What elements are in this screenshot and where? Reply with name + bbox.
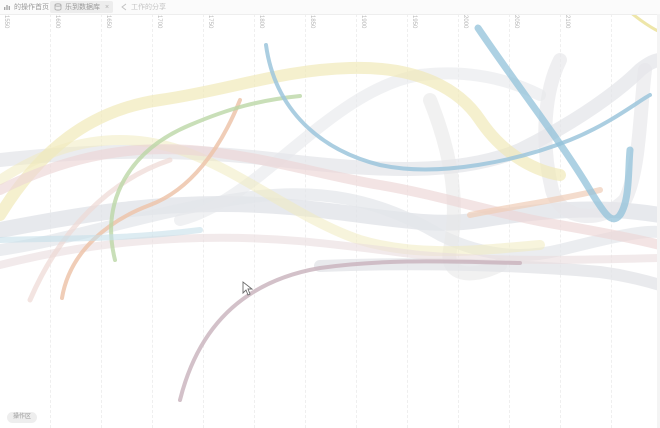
stream-orange[interactable] (60, 98, 242, 300)
ruler-tick: 1950 (411, 15, 417, 29)
gridline (254, 14, 255, 428)
ruler-tick: 1800 (258, 15, 264, 29)
ruler-tick: 1750 (207, 15, 213, 29)
top-tab-bar: 的操作首页 乐到数据库 × 工作的分享 (0, 0, 660, 15)
ruler-tick: 1600 (54, 15, 60, 29)
stream-grey[interactable] (538, 53, 652, 223)
tab-share-label: 工作的分享 (131, 4, 166, 11)
stream-blue[interactable] (474, 24, 634, 223)
gridline (305, 14, 306, 428)
tab-home-label: 的操作首页 (14, 4, 49, 11)
stream-yellow[interactable] (0, 61, 566, 221)
tab-share[interactable]: 工作的分享 (120, 1, 166, 13)
ruler-tick: 2100 (564, 15, 570, 29)
stream-pink[interactable] (0, 233, 660, 269)
year-ruler: 1550 1600 1650 1700 1750 1800 1850 1900 … (0, 15, 660, 45)
chart-icon (3, 3, 11, 11)
stream-mauve[interactable] (178, 259, 522, 402)
close-icon[interactable]: × (105, 3, 110, 11)
stream-pink[interactable] (27, 157, 173, 303)
stream-grey[interactable] (423, 93, 507, 281)
ruler-tick: 2000 (462, 15, 468, 29)
mouse-cursor-icon (242, 281, 254, 301)
ruler-tick: 1650 (105, 15, 111, 29)
ruler-tick: 2050 (513, 15, 519, 29)
ruler-tick: 1900 (360, 15, 366, 29)
ruler-tick: 1850 (309, 15, 315, 29)
database-icon (54, 3, 62, 11)
stream-pink[interactable] (0, 144, 660, 250)
gridline (101, 14, 102, 428)
stream-grey[interactable] (314, 258, 660, 291)
stream-green[interactable] (109, 94, 302, 262)
tab-database[interactable]: 乐到数据库 × (50, 1, 114, 13)
ruler-tick: 1700 (156, 15, 162, 29)
stream-grey[interactable] (174, 67, 546, 226)
stream-grey[interactable] (0, 188, 660, 261)
operation-badge[interactable]: 操作区 (7, 412, 38, 423)
ruler-tick: 1550 (3, 15, 9, 29)
share-icon (120, 3, 128, 11)
tab-home[interactable]: 的操作首页 (3, 1, 49, 13)
stream-blue[interactable] (0, 227, 203, 243)
scrollbar[interactable] (657, 14, 660, 428)
stream-blue[interactable] (264, 43, 652, 172)
tab-database-label: 乐到数据库 (65, 4, 100, 11)
stream-orange[interactable] (467, 187, 603, 218)
stream-yellow[interactable] (0, 135, 545, 257)
gridline (203, 14, 204, 428)
